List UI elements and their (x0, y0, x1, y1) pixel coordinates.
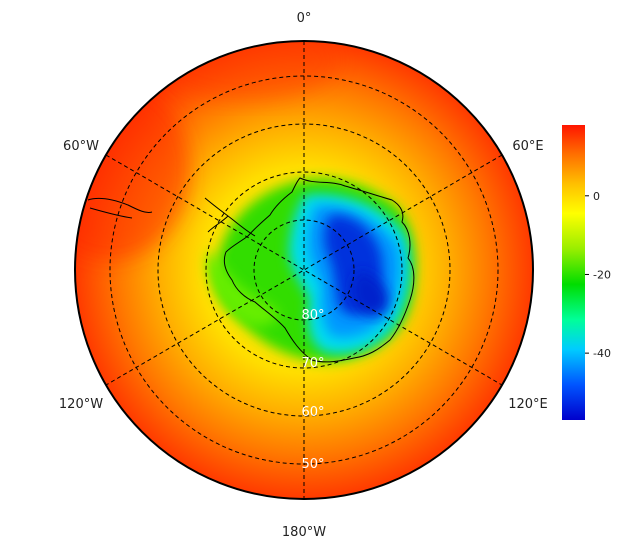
colorbar-tick-label: 0 (593, 190, 600, 203)
temperature-field (75, 41, 533, 499)
colorbar-tick-label: -40 (593, 347, 611, 360)
lon-label-120e: 120°E (508, 397, 548, 412)
lon-label-0: 0° (297, 11, 312, 26)
lat-circle-80 (253, 219, 355, 321)
lon-label-60e: 60°E (512, 139, 543, 154)
lon-label-60w: 60°W (63, 139, 99, 154)
lon-label-120w: 120°W (59, 397, 103, 412)
antarctica-coastline (87, 177, 415, 363)
meridian-60e-120w (105, 154, 503, 386)
lat-label-50: 50° (301, 457, 324, 472)
colorbar-tick-label: -20 (593, 268, 611, 281)
lon-label-180w: 180°W (282, 525, 326, 540)
graticule (105, 41, 503, 499)
lat-circle-70 (205, 171, 403, 369)
map-boundary (74, 40, 534, 500)
lat-label-80: 80° (301, 308, 324, 323)
lat-circle-60 (157, 123, 451, 417)
lat-label-60: 60° (301, 405, 324, 420)
lat-label-70: 70° (301, 356, 324, 371)
colorbar: 0 -20 -40 (562, 125, 611, 420)
meridian-60w-120e (105, 154, 503, 386)
colorbar-gradient (562, 125, 585, 420)
